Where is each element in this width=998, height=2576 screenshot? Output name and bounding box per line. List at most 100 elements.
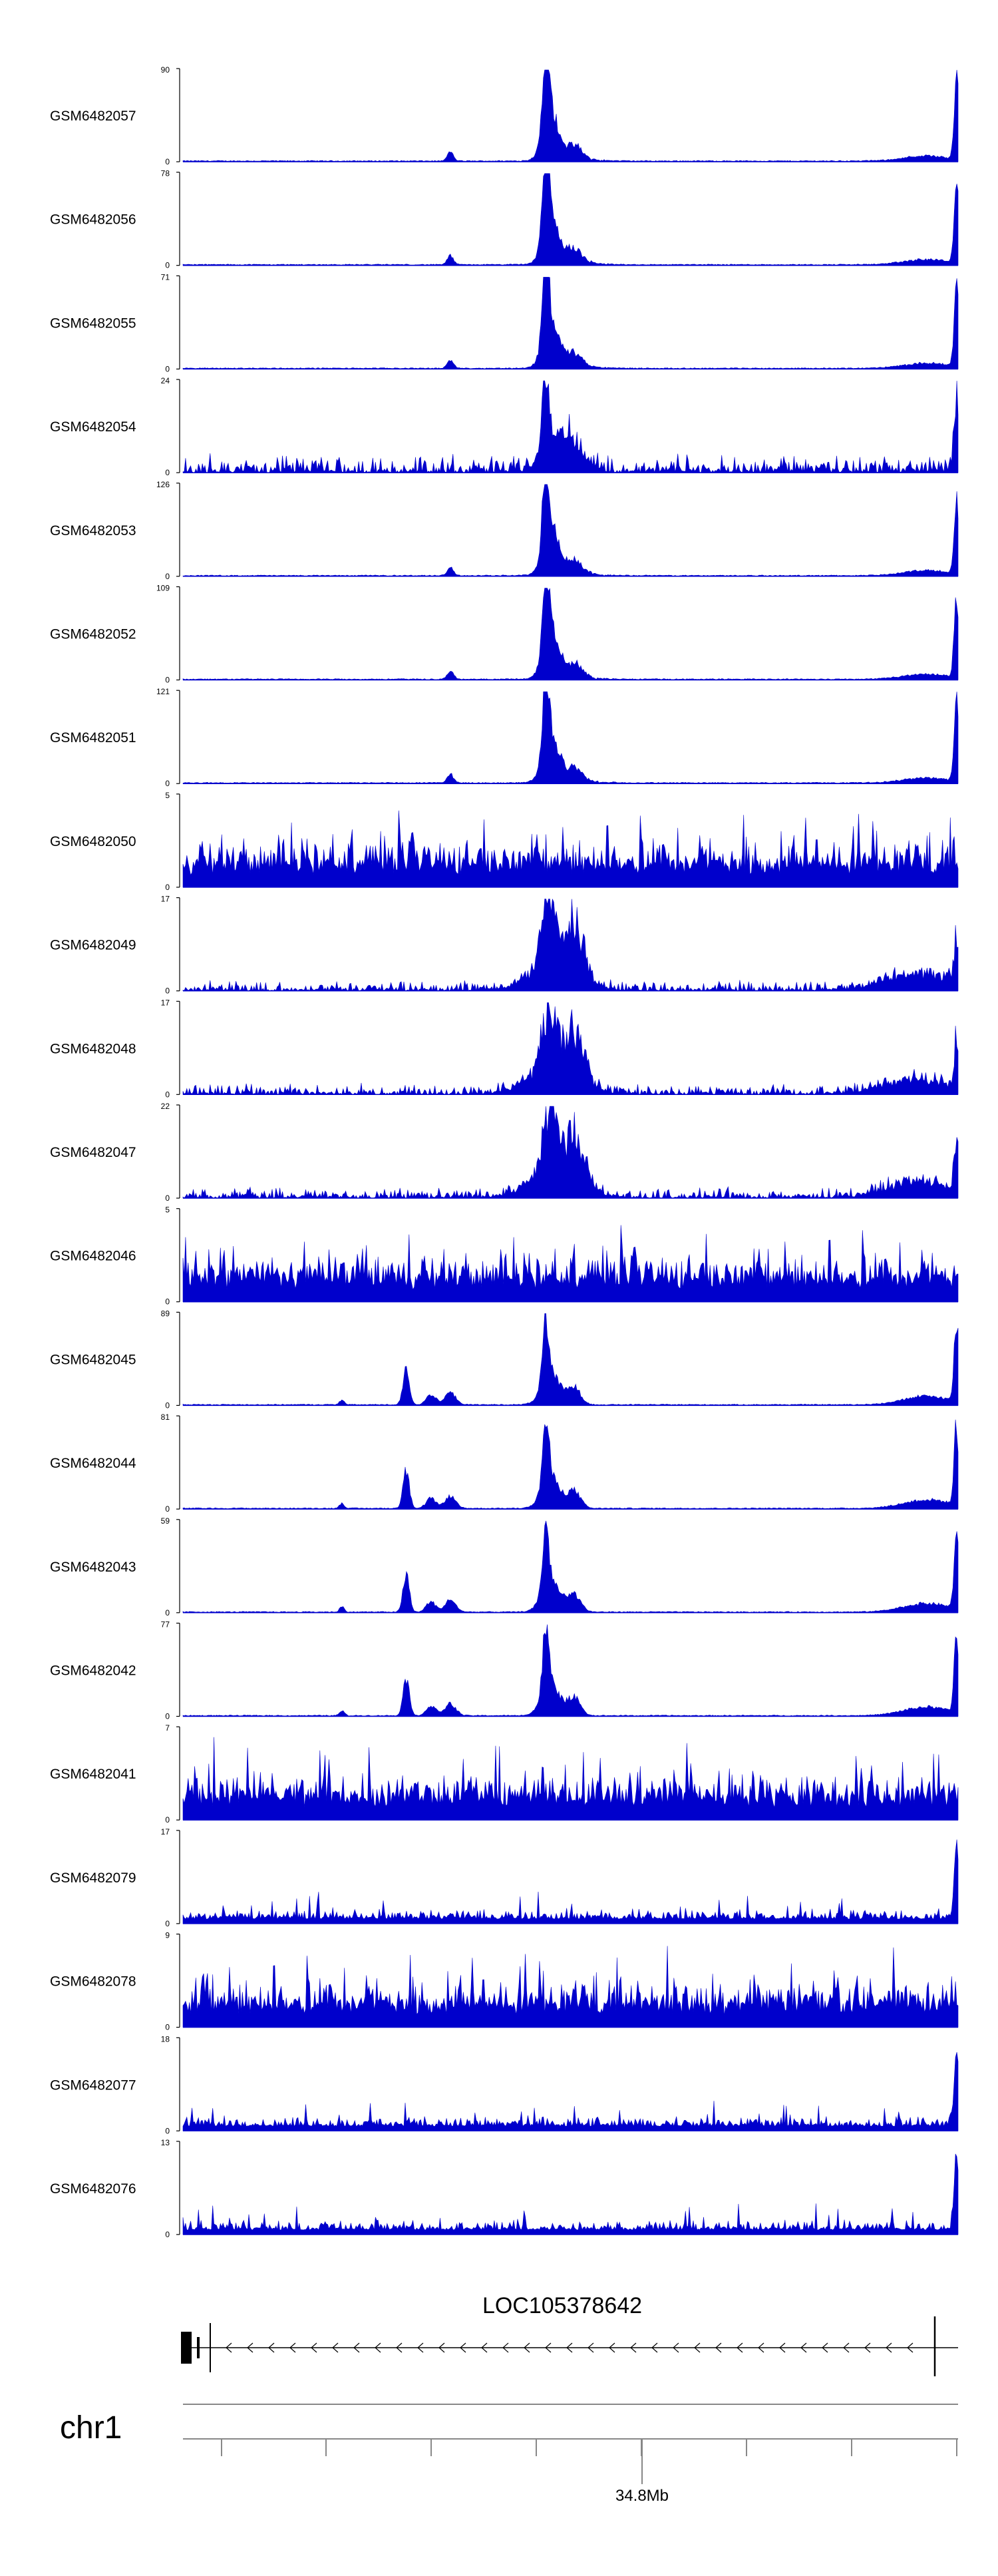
strand-arrow	[566, 2342, 573, 2353]
track-max-label: 90	[161, 65, 170, 75]
track-GSM6482051: GSM6482051 121 0	[50, 687, 959, 788]
track-max-label: 22	[161, 1102, 170, 1111]
track-label: GSM6482057	[50, 108, 136, 124]
track-GSM6482056: GSM6482056 78 0	[50, 169, 959, 270]
strand-arrow	[694, 2342, 701, 2353]
strand-arrow	[715, 2342, 722, 2353]
track-max-label: 77	[161, 1620, 170, 1629]
track-GSM6482055: GSM6482055 71 0	[50, 272, 959, 373]
track-max-label: 18	[161, 2034, 170, 2043]
track-GSM6482079: GSM6482079 17 0	[50, 1827, 959, 1928]
strand-arrow	[800, 2342, 807, 2353]
gene-name-label: LOC105378642	[482, 2293, 642, 2318]
gene-model	[181, 2316, 958, 2376]
strand-arrow	[226, 2342, 232, 2353]
coverage-tracks: GSM6482057900GSM6482056780GSM6482055710G…	[50, 65, 959, 2239]
track-signal	[182, 588, 959, 680]
track-label: GSM6482077	[50, 2077, 136, 2093]
track-label: GSM6482047	[50, 1145, 136, 1160]
track-min-label: 0	[165, 2023, 170, 2032]
track-signal	[182, 1520, 959, 1613]
chromosome-tick-label: 34.8Mb	[615, 2487, 669, 2505]
track-max-label: 24	[161, 376, 170, 385]
track-min-label: 0	[165, 1297, 170, 1307]
track-signal	[182, 1106, 959, 1199]
track-signal	[182, 899, 959, 992]
track-signal	[182, 1737, 959, 1821]
strand-arrow	[524, 2342, 530, 2353]
track-max-label: 13	[161, 2138, 170, 2147]
strand-arrow	[481, 2342, 488, 2353]
track-max-label: 59	[161, 1516, 170, 1526]
track-GSM6482076: GSM6482076 13 0	[50, 2138, 959, 2239]
track-GSM6482050: GSM6482050 5 0	[50, 791, 959, 892]
track-min-label: 0	[165, 1400, 170, 1410]
strand-arrow	[289, 2342, 296, 2353]
track-signal	[182, 810, 959, 888]
track-label: GSM6482042	[50, 1663, 136, 1679]
track-max-label: 5	[165, 791, 170, 800]
track-max-label: 71	[161, 272, 170, 282]
track-max-label: 126	[156, 480, 170, 489]
track-max-label: 17	[161, 1827, 170, 1836]
strand-arrow	[353, 2342, 360, 2353]
track-min-label: 0	[165, 986, 170, 996]
track-signal	[182, 691, 959, 784]
track-GSM6482047: GSM6482047 22 0	[50, 1102, 959, 1203]
track-signal	[182, 2052, 959, 2131]
track-label: GSM6482051	[50, 730, 136, 746]
strand-arrow	[332, 2342, 339, 2353]
strand-arrow	[758, 2342, 764, 2353]
track-max-label: 7	[165, 1723, 170, 1733]
strand-arrow	[779, 2342, 786, 2353]
track-GSM6482046: GSM6482046 5 0	[50, 1205, 959, 1307]
track-GSM6482053: GSM6482053 126 0	[50, 480, 959, 581]
strand-arrow	[843, 2342, 850, 2353]
strand-arrow	[311, 2342, 317, 2353]
track-label: GSM6482053	[50, 523, 136, 538]
track-min-label: 0	[165, 2230, 170, 2239]
chromosome-ruler	[183, 2404, 958, 2484]
track-GSM6482077: GSM6482077 18 0	[50, 2034, 959, 2135]
track-GSM6482049: GSM6482049 17 0	[50, 895, 959, 996]
track-min-label: 0	[165, 1193, 170, 1203]
track-GSM6482078: GSM6482078 9 0	[50, 1931, 959, 2032]
strand-arrow	[609, 2342, 615, 2353]
track-signal	[182, 2153, 959, 2235]
strand-arrow	[630, 2342, 637, 2353]
gene-exon	[181, 2332, 192, 2364]
track-signal	[182, 277, 959, 369]
track-label: GSM6482043	[50, 1560, 136, 1575]
track-min-label: 0	[165, 1712, 170, 1721]
track-max-label: 17	[161, 998, 170, 1007]
track-label: GSM6482076	[50, 2181, 136, 2197]
track-GSM6482044: GSM6482044 81 0	[50, 1412, 959, 1514]
strand-arrow	[438, 2342, 445, 2353]
track-min-label: 0	[165, 1815, 170, 1825]
strand-arrow	[396, 2342, 403, 2353]
track-label: GSM6482048	[50, 1041, 136, 1056]
track-label: GSM6482045	[50, 1352, 136, 1367]
strand-arrow	[822, 2342, 828, 2353]
chromosome-axis: chr1 34.8Mb	[60, 2404, 958, 2505]
strand-arrow	[907, 2342, 914, 2353]
track-GSM6482045: GSM6482045 89 0	[50, 1309, 959, 1410]
strand-arrow	[417, 2342, 424, 2353]
gene-track: LOC105378642	[181, 2293, 958, 2376]
track-min-label: 0	[165, 676, 170, 685]
track-GSM6482043: GSM6482043 59 0	[50, 1516, 959, 1617]
track-max-label: 5	[165, 1205, 170, 1215]
track-signal	[182, 1839, 959, 1924]
track-min-label: 0	[165, 572, 170, 581]
track-signal	[182, 69, 959, 162]
track-GSM6482054: GSM6482054 24 0	[50, 376, 959, 477]
track-GSM6482052: GSM6482052 109 0	[50, 584, 959, 685]
strand-arrow	[864, 2342, 871, 2353]
strand-arrow	[460, 2342, 466, 2353]
track-min-label: 0	[165, 157, 170, 166]
track-label: GSM6482079	[50, 1870, 136, 1886]
track-max-label: 121	[156, 687, 170, 696]
track-signal	[182, 1419, 959, 1510]
strand-arrow	[268, 2342, 275, 2353]
